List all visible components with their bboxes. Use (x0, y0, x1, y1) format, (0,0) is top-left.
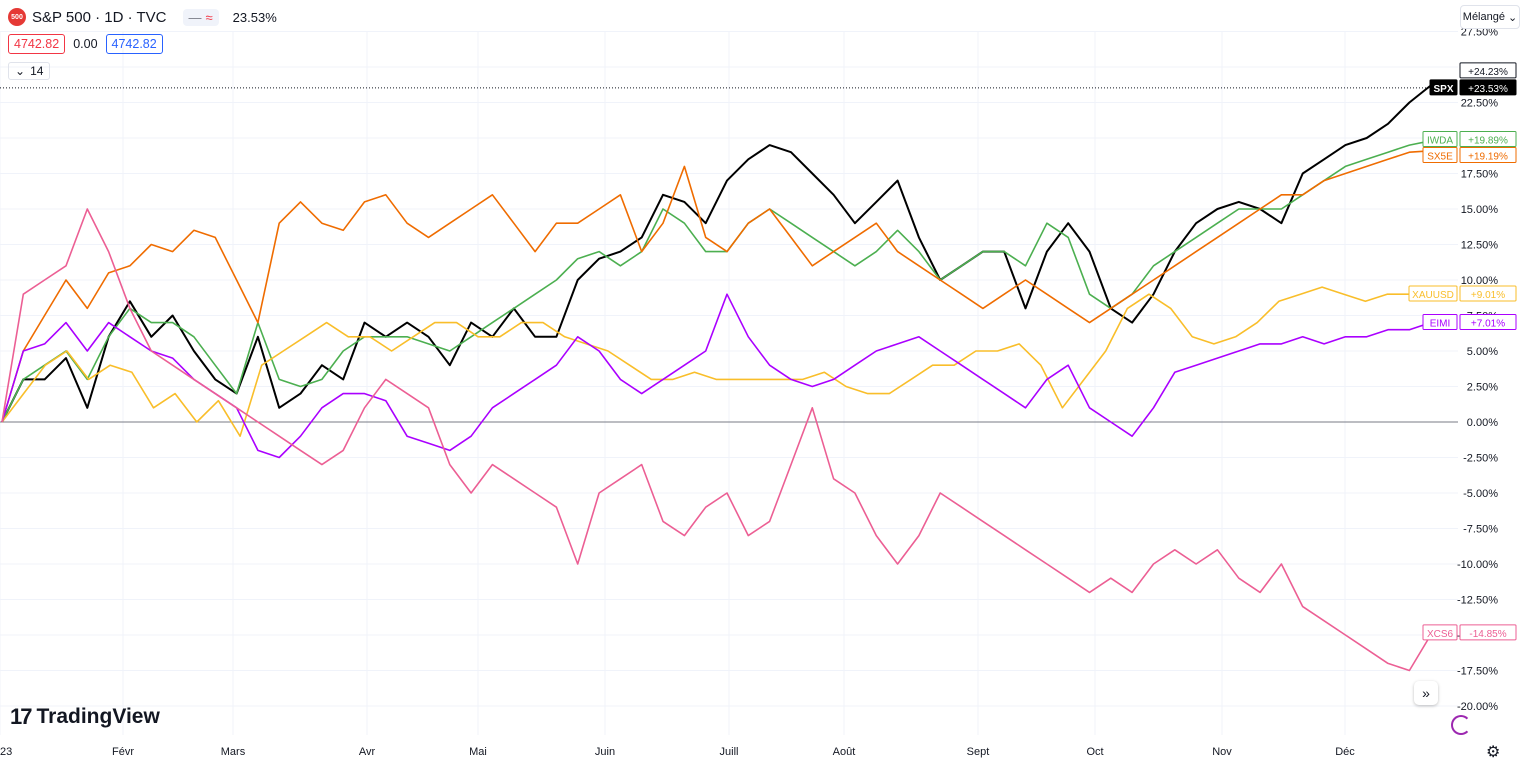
symbol-logo-icon: 500 (8, 8, 26, 26)
eye-icon: — (188, 9, 202, 25)
y-tick-label: 17.50% (1461, 169, 1499, 181)
series-tag-box-sx5e (1422, 147, 1458, 164)
visibility-toggle[interactable]: — ≈ (182, 8, 219, 26)
y-tick-label: -10.00% (1457, 559, 1498, 571)
series-value-eimi: +7.01% (1471, 318, 1505, 329)
series-value-box-xauusd (1459, 285, 1517, 302)
series-value-xcs6: -14.85% (1469, 629, 1506, 640)
tradingview-name: TradingView (36, 705, 160, 728)
price-left-box: 4742.82 (8, 34, 66, 54)
spx-high-box (1459, 62, 1517, 79)
x-tick-label: Juill (720, 746, 739, 758)
series-tag-sx5e: SX5E (1427, 152, 1453, 163)
y-tick-label: -20.00% (1457, 701, 1498, 713)
series-tag-box-iwda (1422, 131, 1458, 148)
scale-mode-button[interactable]: Mélangé ⌄ (1460, 5, 1520, 29)
series-line-xcs6[interactable] (1, 208, 1453, 672)
x-tick-label: Sept (967, 746, 990, 758)
series-tag-box-xauusd (1408, 285, 1458, 302)
series-line-sx5e[interactable] (1, 148, 1453, 423)
series-tag-xauusd: XAUUSD (1412, 290, 1454, 301)
series-line-spx[interactable] (1, 84, 1453, 423)
series-tag-box-xcs6 (1422, 624, 1458, 641)
series-value-iwda: +19.89% (1468, 136, 1508, 147)
y-tick-label: 27.50% (1461, 27, 1499, 39)
chevron-down-icon: ⌄ (1507, 11, 1518, 24)
chevron-down-icon: ⌄ (15, 64, 26, 78)
x-tick-label: Mars (221, 746, 246, 758)
series-tag-eimi: EIMI (1430, 318, 1451, 329)
series-line-xauusd[interactable] (1, 286, 1453, 438)
y-tick-label: -12.50% (1457, 595, 1498, 607)
series-value-sx5e: +19.19% (1468, 152, 1508, 163)
x-tick-label: Déc (1335, 746, 1355, 758)
price-mid: 0.00 (73, 37, 98, 51)
x-tick-label: Août (833, 746, 856, 758)
x-tick-label: Févr (112, 746, 134, 758)
series-value-box-iwda (1459, 131, 1517, 148)
tradingview-mark-icon: 17 (10, 704, 33, 729)
y-tick-label: -2.50% (1463, 453, 1498, 465)
symbol-header[interactable]: 500 S&P 500 · 1D · TVC — ≈ 23.53% (8, 6, 277, 28)
series-tag-box-spx (1429, 79, 1458, 96)
series-tag-spx: SPX (1433, 84, 1453, 95)
y-tick-label: 10.00% (1461, 275, 1499, 287)
y-tick-label: 2.50% (1467, 382, 1498, 394)
scale-mode-label: Mélangé (1462, 11, 1505, 23)
indicators-toggle[interactable]: ⌄ 14 (8, 62, 51, 80)
price-right-box: 4742.82 (105, 34, 163, 54)
loading-ring-icon (1451, 715, 1471, 735)
symbol-title[interactable]: S&P 500 · 1D · TVC (32, 8, 167, 26)
y-tick-label: 12.50% (1461, 240, 1499, 252)
y-tick-label: -5.00% (1463, 488, 1498, 500)
wave-icon: ≈ (205, 9, 213, 25)
series-tag-iwda: IWDA (1427, 136, 1453, 147)
x-tick-label: Avr (359, 746, 376, 758)
x-tick-label: Oct (1086, 746, 1103, 758)
series-tag-box-eimi (1422, 313, 1458, 330)
x-tick-label: 2023 (0, 746, 12, 758)
y-tick-label: -7.50% (1463, 524, 1498, 536)
gear-icon[interactable]: ⚙ (1486, 744, 1501, 761)
price-row: 4742.82 0.00 4742.82 (8, 34, 163, 54)
series-value-xauusd: +9.01% (1471, 290, 1505, 301)
scroll-to-realtime-button[interactable]: » (1414, 681, 1438, 705)
x-tick-label: Nov (1212, 746, 1232, 758)
series-line-eimi[interactable] (1, 293, 1453, 459)
y-tick-label: 0.00% (1467, 417, 1498, 429)
y-tick-label: -17.50% (1457, 666, 1498, 678)
y-tick-label: 15.00% (1461, 204, 1499, 216)
series-value-box-eimi (1459, 313, 1517, 330)
x-tick-label: Mai (469, 746, 487, 758)
x-tick-label: Juin (595, 746, 615, 758)
y-tick-label: 22.50% (1461, 98, 1499, 110)
y-tick-label: 5.00% (1467, 346, 1498, 358)
spx-high-value: +24.23% (1468, 67, 1508, 78)
double-chevron-right-icon: » (1422, 685, 1430, 701)
series-value-box-sx5e (1459, 147, 1517, 164)
series-value-spx: +23.53% (1468, 84, 1508, 95)
series-value-box-xcs6 (1459, 624, 1517, 641)
tradingview-logo[interactable]: 17 TradingView (10, 704, 160, 730)
indicator-count: 14 (30, 64, 44, 78)
series-value-box-spx (1459, 79, 1517, 96)
series-tag-xcs6: XCS6 (1427, 629, 1454, 640)
change-percent: 23.53% (232, 9, 277, 25)
